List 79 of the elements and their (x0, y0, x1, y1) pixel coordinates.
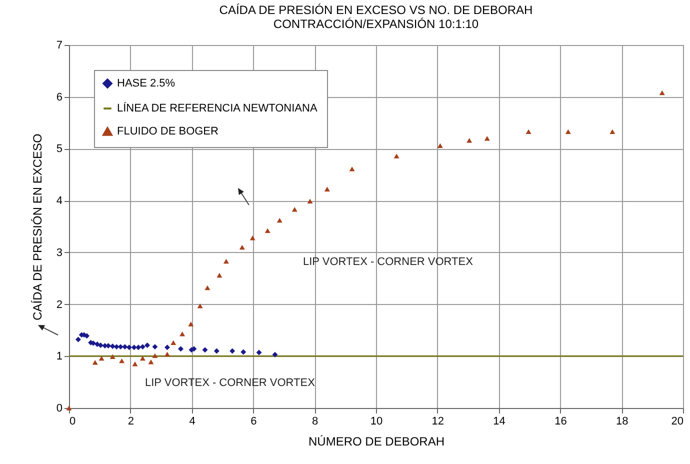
x-tick-label: 2 (128, 416, 134, 428)
point (240, 349, 246, 355)
point (565, 129, 571, 134)
y-tick-label: 3 (56, 246, 62, 259)
point (92, 360, 98, 365)
legend-label: HASE 2.5% (117, 78, 176, 90)
x-tick-label: 12 (432, 416, 444, 428)
point (394, 154, 400, 158)
point (230, 348, 236, 354)
point (152, 353, 158, 358)
point (110, 344, 116, 350)
point (214, 348, 220, 354)
point (132, 362, 138, 366)
point (272, 352, 278, 358)
point (292, 207, 298, 212)
y-tick-label: 5 (56, 143, 62, 156)
chart-subtitle: CONTRACCIÓN/EXPANSIÓN 10:1:10 (273, 17, 479, 31)
point (75, 336, 81, 342)
point (256, 350, 262, 356)
point (276, 218, 282, 223)
annotation: LIP VORTEX - CORNER VORTEX (145, 377, 316, 389)
point (110, 354, 116, 360)
point (466, 138, 472, 143)
point (178, 346, 184, 352)
point (144, 342, 150, 348)
point (98, 356, 104, 361)
point (659, 90, 665, 96)
point (204, 285, 210, 290)
point (264, 228, 270, 234)
point (349, 166, 355, 172)
point (188, 322, 194, 326)
x-tick-label: 20 (671, 416, 684, 428)
point (164, 352, 170, 356)
point (140, 344, 146, 350)
point (526, 129, 532, 134)
point (239, 244, 245, 250)
point (136, 344, 142, 350)
annotation: LIP VORTEX - CORNER VORTEX (303, 256, 474, 268)
point (216, 272, 222, 278)
point (250, 236, 256, 240)
point (126, 344, 132, 350)
point (610, 129, 616, 134)
x-tick-label: 6 (250, 416, 257, 428)
point (98, 342, 104, 348)
y-tick-label: 2 (56, 298, 62, 311)
point (84, 333, 90, 339)
point (140, 356, 146, 361)
legend-label: FLUIDO DE BOGER (117, 126, 219, 138)
x-axis-title: NÚMERO DE DEBORAH (308, 434, 445, 448)
y-tick-label: 4 (56, 195, 62, 208)
point (119, 358, 125, 364)
x-tick-label: 14 (493, 416, 506, 428)
legend-label: LÍNEA DE REFERENCIA NEWTONIANA (117, 102, 318, 114)
point (437, 143, 443, 148)
point (202, 347, 208, 353)
y-tick-label: 0 (56, 402, 62, 414)
point (122, 344, 128, 350)
point (307, 198, 313, 204)
x-tick-label: 16 (554, 416, 567, 428)
y-tick-label: 6 (56, 91, 62, 104)
point (484, 136, 490, 141)
point (164, 344, 170, 350)
x-tick-label: 8 (312, 416, 318, 428)
x-tick-label: 0 (70, 416, 76, 428)
point (223, 258, 229, 264)
point (324, 186, 330, 192)
x-tick-label: 18 (616, 416, 628, 428)
y-tick-label: 1 (56, 350, 62, 363)
y-tick-label: 7 (56, 40, 62, 52)
point (94, 341, 100, 347)
point (152, 344, 158, 350)
point (170, 340, 176, 346)
x-tick-label: 10 (370, 416, 383, 428)
point (180, 331, 186, 336)
point (148, 359, 154, 364)
point (197, 303, 203, 308)
x-tick-label: 4 (189, 416, 196, 428)
chart-title: CAÍDA DE PRESIÓN EN EXCESO VS NO. DE DEBORAH (219, 3, 533, 17)
y-axis-title: CAÍDA DE PRESIÓN EN EXCESO (30, 134, 44, 320)
